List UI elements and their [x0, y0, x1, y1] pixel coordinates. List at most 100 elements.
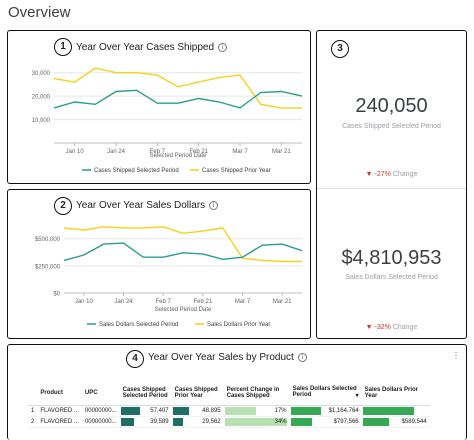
cell-cases-prior: 48,895 [171, 405, 224, 417]
row-index: 2 [28, 416, 38, 428]
legend-label-prior: Sales Dollars Prior Year [207, 322, 270, 328]
cell-upc: 00000000... [81, 416, 120, 428]
cell-bar [120, 406, 141, 415]
more-options-icon[interactable]: ⋮ [452, 351, 460, 360]
cases-chart-title: Year Over Year Cases Shipped i [76, 42, 228, 53]
x-tick-label: Jan 24 [114, 299, 133, 305]
cell-value: 57,407 [150, 407, 169, 414]
sales-metric-change: ▼ -32% Change [317, 324, 466, 331]
index-header [28, 381, 38, 406]
header-cases-selected[interactable]: Cases Shipped Selected Period [119, 381, 172, 406]
header-product[interactable]: Product [37, 381, 82, 406]
cell-upc: 00000000... [81, 405, 120, 417]
cell-sales-selected: $1,164,764 [289, 405, 362, 417]
y-tick-label: $500,000 [35, 237, 61, 243]
cell-value: $1,164,764 [328, 407, 359, 414]
cell-sales-selected: $797,566 [289, 416, 362, 428]
cell-cases-selected: 39,589 [119, 416, 172, 428]
cell-value: 34% [274, 418, 287, 425]
table-row[interactable]: 1 FLAVORED ... 00000000... 57,407 48,895 17% $… [28, 405, 430, 417]
header-sales-selected-label: Sales Dollars Selected Period [292, 386, 357, 399]
sales-metric-label: Sales Dollars Selected Period [345, 274, 438, 281]
header-percent-change[interactable]: Percent Change in Cases Shipped [223, 381, 290, 406]
table-row[interactable]: 2 FLAVORED ... 00000000... 39,589 29,562 34% $… [28, 416, 430, 428]
sales-metric-value: $4,810,953 [341, 247, 442, 269]
cases-metric-label: Cases Shipped Selected Period [342, 123, 441, 130]
series-line-selected [63, 242, 303, 262]
sales-table: Product UPC Cases Shipped Selected Perio… [28, 381, 430, 428]
series-line-selected [53, 89, 303, 109]
cell-bar [290, 417, 312, 426]
sales-chart-title-text: Year Over Year Sales Dollars [76, 200, 206, 211]
series-line-prior [53, 67, 302, 109]
y-tick-label: 30,000 [32, 71, 51, 77]
header-cases-prior[interactable]: Cases Shipped Prior Year [171, 381, 224, 406]
sales-change-value: ▼ -32% [365, 324, 391, 331]
x-axis-label: Selected Period Date [150, 153, 207, 159]
cell-cases-selected: 57,407 [119, 405, 172, 417]
sales-line-chart: $500,000 $250,000 $0 Jan 10 Jan 24 Feb 7 Feb 2… [35, 226, 303, 328]
cell-percent-change: 17% [223, 405, 290, 417]
table-title: Year Over Year Sales by Product i [148, 352, 307, 363]
cell-percent-change: 34% [223, 416, 290, 428]
cell-sales-prior: $589,544 [361, 416, 430, 428]
sales-chart-title: Year Over Year Sales Dollars i [76, 200, 219, 211]
x-tick-label: Feb 21 [189, 149, 208, 155]
cell-product: FLAVORED ... [37, 416, 82, 428]
x-tick-label: Mar 7 [235, 299, 251, 305]
cell-bar [120, 417, 135, 426]
y-tick-label: 10,000 [32, 118, 51, 124]
y-tick-label: $0 [53, 292, 60, 298]
cases-line-chart: 30,000 20,000 10,000 Jan 10 Jan 24 Feb 7 Feb 2… [32, 67, 303, 174]
cases-metric-value: 240,050 [355, 95, 428, 117]
x-tick-label: Jan 10 [75, 299, 94, 305]
info-icon[interactable]: i [218, 43, 228, 52]
y-tick-label: $250,000 [35, 264, 61, 270]
table-header-row: Product UPC Cases Shipped Selected Perio… [28, 381, 430, 406]
cases-change-label: Change [392, 171, 418, 178]
x-tick-label: Mar 21 [272, 149, 291, 155]
cell-bar [290, 406, 322, 415]
cell-value: 48,895 [202, 407, 221, 414]
badge-3: 3 [331, 40, 349, 58]
cases-metric-change: ▼ -27% Change [317, 171, 466, 178]
table-body: 1 FLAVORED ... 00000000... 57,407 48,895 17% $… [28, 405, 430, 428]
header-sales-selected[interactable]: Sales Dollars Selected Period ▾ [289, 381, 362, 406]
info-icon[interactable]: i [297, 353, 307, 362]
cell-bar [224, 406, 256, 415]
x-axis-label: Selected Period Date [155, 307, 212, 313]
sort-descending-icon[interactable]: ▾ [355, 393, 359, 400]
legend-label-selected: Cases Shipped Selected Period [94, 168, 179, 174]
cell-bar [362, 406, 415, 415]
cell-value: $589,544 [401, 418, 427, 425]
info-icon[interactable]: i [209, 201, 219, 210]
x-tick-label: Jan 24 [107, 149, 126, 155]
cell-bar [172, 406, 190, 415]
cases-chart-title-text: Year Over Year Cases Shipped [76, 42, 215, 53]
x-tick-label: Jan 10 [66, 149, 85, 155]
cell-value: 17% [274, 407, 287, 414]
legend-label-prior: Cases Shipped Prior Year [202, 168, 271, 174]
y-tick-label: 20,000 [32, 95, 51, 101]
cases-change-value: ▼ -27% [365, 171, 391, 178]
page-title: Overview [8, 4, 71, 21]
sales-dollars-chart-panel: 2 Year Over Year Sales Dollars i $500,000… [7, 189, 311, 339]
cell-bar [362, 417, 389, 426]
x-tick-label: Feb 7 [155, 299, 171, 305]
series-line-prior [63, 226, 302, 263]
cell-cases-prior: 29,562 [171, 416, 224, 428]
metrics-panel: 3 240,050 Cases Shipped Selected Period … [316, 30, 467, 339]
sales-by-product-table-panel: 4 Year Over Year Sales by Product i ⋮ Pro… [7, 344, 467, 440]
x-tick-label: Feb 21 [193, 299, 212, 305]
x-tick-label: Mar 7 [232, 149, 248, 155]
header-sales-prior[interactable]: Sales Dollars Prior Year [361, 381, 430, 406]
cell-value: 29,562 [202, 418, 221, 425]
table-title-text: Year Over Year Sales by Product [148, 352, 294, 363]
header-upc[interactable]: UPC [81, 381, 120, 406]
badge-4: 4 [126, 350, 144, 368]
x-tick-label: Mar 21 [273, 299, 292, 305]
cell-bar [224, 417, 288, 426]
cell-product: FLAVORED ... [37, 405, 82, 417]
sales-change-label: Change [392, 324, 418, 331]
cell-value: 39,589 [150, 418, 169, 425]
